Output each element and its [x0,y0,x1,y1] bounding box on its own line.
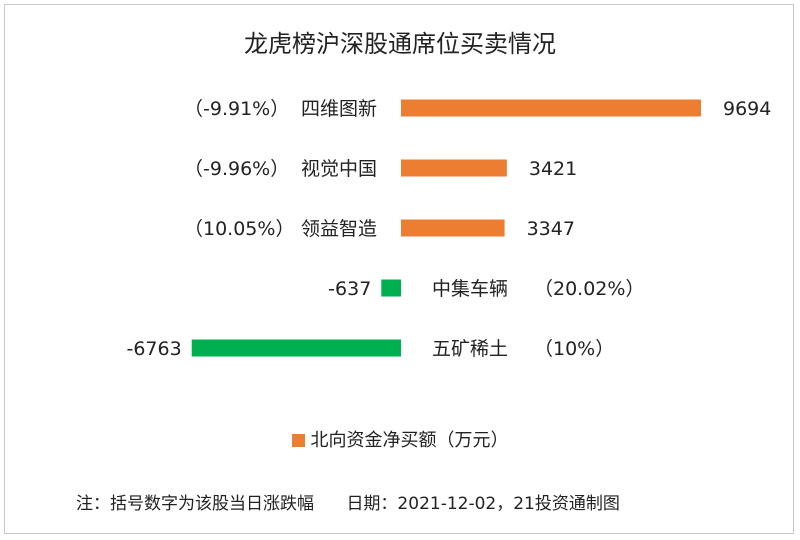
pct-label-5: （10%） [534,338,614,360]
legend-swatch [291,434,305,447]
date-source-text: 日期：2021-12-02，21投资通制图 [346,494,620,514]
category-label-2: 视觉中国 [301,158,377,180]
category-label-1: 四维图新 [301,98,377,120]
legend: 北向资金净买额（万元） [0,426,800,452]
legend-label: 北向资金净买额（万元） [310,430,509,451]
category-label-5: 五矿稀土 [432,338,508,360]
value-label-5: -6763 [126,338,181,360]
value-label-4: -637 [328,278,371,300]
pct-label-1: （-9.91%） [184,98,289,120]
bar-2 [401,159,507,177]
bar-4 [381,279,401,297]
value-label-3: 3347 [527,218,575,240]
category-label-4: 中集车辆 [432,278,508,300]
footer-note: 注：括号数字为该股当日涨跌幅 日期：2021-12-02，21投资通制图 [76,489,620,514]
value-label-1: 9694 [723,98,771,120]
category-label-3: 领益智造 [301,218,377,240]
note-text: 注：括号数字为该股当日涨跌幅 [76,494,314,514]
bar-3 [401,219,505,237]
pct-label-3: （10.05%） [184,218,294,240]
chart-frame [4,4,794,534]
value-label-2: 3421 [529,158,577,180]
bar-5 [191,339,401,357]
pct-label-2: （-9.96%） [184,158,289,180]
bar-1 [401,99,701,117]
pct-label-4: （20.02%） [534,278,644,300]
chart-title: 龙虎榜沪深股通席位买卖情况 [244,30,556,58]
